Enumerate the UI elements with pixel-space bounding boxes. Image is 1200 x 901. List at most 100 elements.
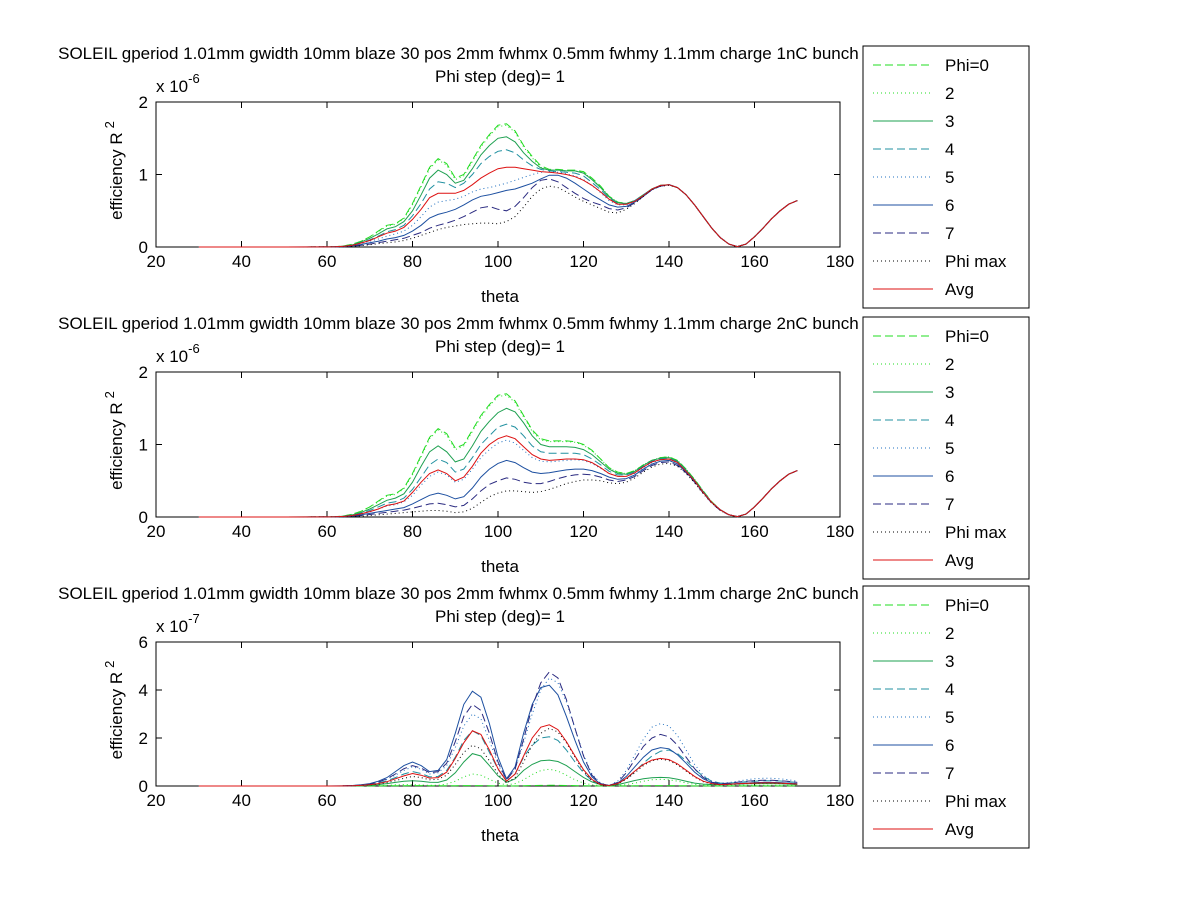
- x-tick-label: 180: [826, 252, 854, 271]
- y-axis-label-text: efficiency R: [107, 672, 126, 760]
- x-tick-label: 80: [403, 791, 422, 810]
- y-axis-label-exponent: 2: [102, 121, 117, 128]
- y-tick-label: 1: [139, 436, 148, 455]
- y-tick-label: 0: [139, 508, 148, 527]
- legend-label: 7: [945, 495, 954, 514]
- legend-label: Phi max: [945, 523, 1007, 542]
- x-tick-label: 140: [655, 791, 683, 810]
- legend-label: Avg: [945, 280, 974, 299]
- x-tick-label: 120: [569, 252, 597, 271]
- y-tick-label: 0: [139, 238, 148, 257]
- legend-label: 3: [945, 112, 954, 131]
- x-tick-label: 120: [569, 522, 597, 541]
- y-tick-label: 2: [139, 729, 148, 748]
- y-tick-label: 2: [139, 363, 148, 382]
- y-exponent-label: x 10-6: [156, 341, 200, 366]
- series-line-5: [198, 171, 798, 248]
- chart-subtitle: Phi step (deg)= 1: [435, 607, 565, 626]
- x-tick-label: 100: [484, 791, 512, 810]
- x-tick-label: 60: [318, 522, 337, 541]
- y-axis-label-exponent: 2: [102, 661, 117, 668]
- x-tick-label: 80: [403, 252, 422, 271]
- x-tick-label: 160: [740, 252, 768, 271]
- x-tick-label: 80: [403, 522, 422, 541]
- legend-label: 4: [945, 140, 954, 159]
- y-tick-label: 0: [139, 777, 148, 796]
- y-exponent-base: x 10: [156, 617, 188, 636]
- y-exponent-power: -7: [188, 611, 200, 626]
- legend-label: Phi=0: [945, 327, 989, 346]
- legend-label: Phi max: [945, 792, 1007, 811]
- series-line-1: [198, 784, 798, 787]
- y-exponent-label: x 10-7: [156, 611, 200, 636]
- legend-label: 7: [945, 764, 954, 783]
- y-tick-label: 2: [139, 93, 148, 112]
- y-tick-label: 1: [139, 166, 148, 185]
- subplot-3: 20 40 60 80 100 120 140 160 180 0 2 4 6 x 10-7 SOLEIL …: [58, 584, 1030, 849]
- series-line-4: [198, 149, 798, 248]
- y-axis-label: efficiency R 2: [102, 661, 126, 760]
- x-tick-label: 160: [740, 791, 768, 810]
- x-tick-label: 180: [826, 791, 854, 810]
- series-line-9: [198, 724, 798, 787]
- axes-box: [155, 101, 841, 248]
- y-exponent-base: x 10: [156, 347, 188, 366]
- series-line-9: [198, 435, 798, 518]
- series-line-4: [198, 730, 798, 787]
- subplot-1: 20 40 60 80 100 120 140 160 180 0 1 2 x 10-6 SOLEIL g…: [58, 44, 1030, 309]
- legend-box: [862, 316, 1030, 580]
- y-exponent-power: -6: [188, 341, 200, 356]
- legend-label: 6: [945, 736, 954, 755]
- series-line-7: [198, 671, 798, 787]
- x-axis-label: theta: [481, 557, 519, 576]
- chart-subtitle: Phi step (deg)= 1: [435, 337, 565, 356]
- chart-subtitle: Phi step (deg)= 1: [435, 67, 565, 86]
- x-tick-label: 40: [232, 252, 251, 271]
- y-axis-label: efficiency R 2: [102, 121, 126, 220]
- legend-box: [862, 585, 1030, 849]
- legend-label: 2: [945, 84, 954, 103]
- chart-title: SOLEIL gperiod 1.01mm gwidth 10mm blaze …: [58, 44, 942, 63]
- legend-label: 4: [945, 680, 954, 699]
- y-exponent-label: x 10-6: [156, 71, 200, 96]
- y-tick-label: 4: [139, 681, 148, 700]
- y-axis-label-text: efficiency R: [107, 132, 126, 220]
- y-tick-label: 6: [139, 633, 148, 652]
- y-axis-label: efficiency R 2: [102, 391, 126, 490]
- x-tick-label: 140: [655, 252, 683, 271]
- y-axis-label-exponent: 2: [102, 391, 117, 398]
- x-tick-label: 100: [484, 252, 512, 271]
- legend-label: 7: [945, 224, 954, 243]
- series-line-7: [198, 461, 798, 518]
- y-exponent-base: x 10: [156, 77, 188, 96]
- x-tick-label: 100: [484, 522, 512, 541]
- chart-title: SOLEIL gperiod 1.01mm gwidth 10mm blaze …: [58, 314, 942, 333]
- legend-label: 4: [945, 411, 954, 430]
- legend-label: 2: [945, 355, 954, 374]
- legend-label: 5: [945, 708, 954, 727]
- legend-label: 5: [945, 168, 954, 187]
- x-tick-label: 40: [232, 791, 251, 810]
- legend-label: Phi=0: [945, 56, 989, 75]
- legend-label: 6: [945, 196, 954, 215]
- chart-title: SOLEIL gperiod 1.01mm gwidth 10mm blaze …: [58, 584, 942, 603]
- x-axis-label: theta: [481, 826, 519, 845]
- legend-label: 6: [945, 467, 954, 486]
- x-tick-label: 20: [147, 522, 166, 541]
- legend-label: Avg: [945, 551, 974, 570]
- y-axis-label-text: efficiency R: [107, 402, 126, 490]
- x-tick-label: 180: [826, 522, 854, 541]
- series-line-9: [198, 166, 798, 248]
- legend-label: 3: [945, 383, 954, 402]
- x-tick-label: 20: [147, 791, 166, 810]
- x-tick-label: 60: [318, 252, 337, 271]
- axes-box: [155, 371, 841, 518]
- subplot-2: 20 40 60 80 100 120 140 160 180 0 1 2 x 10-6 SOLEIL g…: [58, 314, 1030, 580]
- x-axis-label: theta: [481, 287, 519, 306]
- legend-label: 3: [945, 652, 954, 671]
- x-tick-label: 120: [569, 791, 597, 810]
- series-line-8: [198, 462, 798, 518]
- x-tick-label: 140: [655, 522, 683, 541]
- y-exponent-power: -6: [188, 71, 200, 86]
